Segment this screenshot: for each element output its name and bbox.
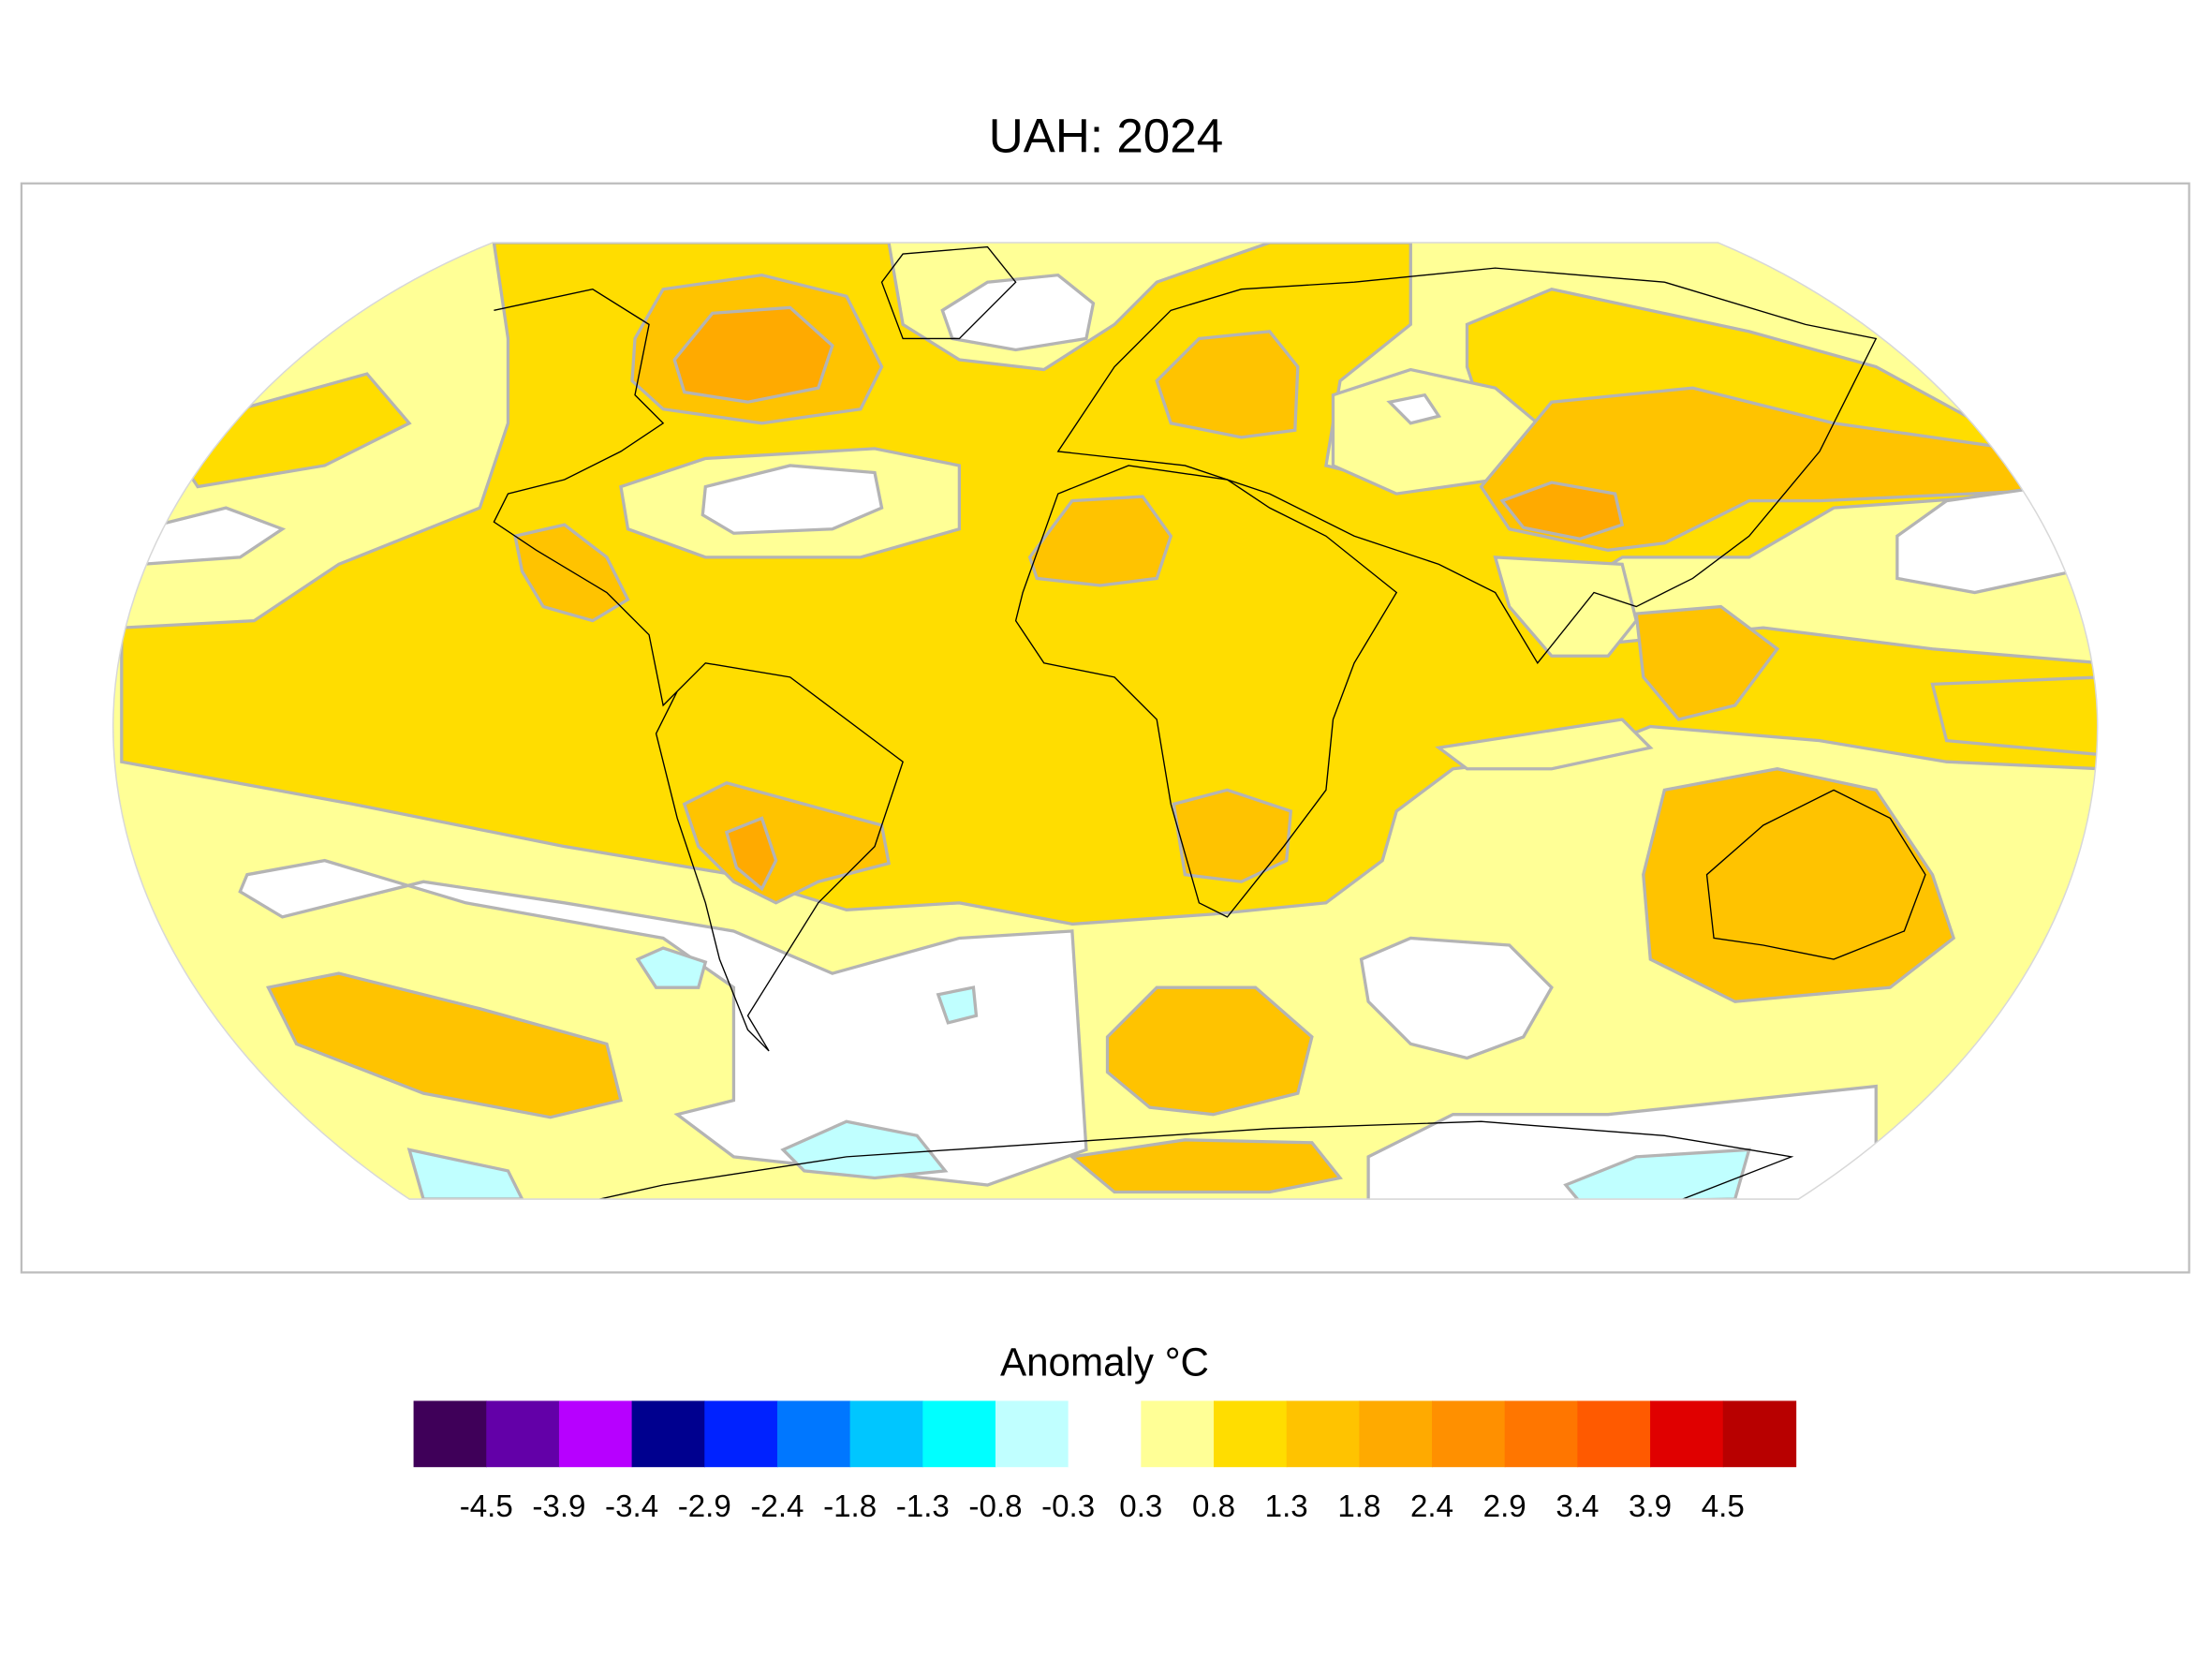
coastlines (493, 245, 1926, 1200)
region-darkorange-canada (672, 305, 834, 404)
region-white-indian-southern (1359, 936, 1554, 1060)
legend-swatch (631, 1400, 706, 1468)
region-orange-sahara (1027, 495, 1173, 587)
legend-swatch (1650, 1400, 1724, 1468)
region-white-siberia (1386, 393, 1442, 425)
region-gold-east-pacific (1930, 675, 2098, 757)
chart-title: UAH: 2024 (989, 110, 1223, 163)
region-cyan-3 (780, 1119, 949, 1180)
legend-swatch (413, 1400, 488, 1468)
legend-tick-label: 0.8 (1192, 1489, 1235, 1524)
legend-swatch (486, 1400, 560, 1468)
region-orange-australia (1642, 767, 1956, 1003)
legend-tick-label: -3.9 (532, 1489, 585, 1524)
legend-swatch (1504, 1400, 1579, 1468)
legend-swatch (1359, 1400, 1433, 1468)
legend-colorbar (413, 1400, 1797, 1468)
legend-tick-label: 4.5 (1702, 1489, 1745, 1524)
legend-tick-label: 3.4 (1556, 1489, 1599, 1524)
legend-tick-label: -0.3 (1041, 1489, 1095, 1524)
legend-swatch (849, 1400, 924, 1468)
region-orange-south-america (682, 781, 891, 905)
region-white-greenland-sea (940, 273, 1096, 352)
legend-swatch (1577, 1400, 1651, 1468)
legend-tick-label: -3.4 (605, 1489, 658, 1524)
legend-swatch (558, 1400, 633, 1468)
legend-swatch (922, 1400, 996, 1468)
region-cyan-2 (936, 985, 979, 1025)
region-orange-southern-africa (1172, 788, 1293, 883)
legend-tick-label: 2.4 (1410, 1489, 1453, 1524)
legend-swatch (1722, 1400, 1797, 1468)
legend-tick-label: -1.8 (823, 1489, 877, 1524)
legend-swatch (1068, 1400, 1143, 1468)
region-white-antarctic (1366, 1084, 1878, 1200)
region-orange-mexico (513, 523, 630, 623)
legend-swatch (704, 1400, 778, 1468)
legend-title: Anomaly °C (1000, 1340, 1209, 1384)
map-outline (112, 242, 2099, 1200)
region-cyan-1 (635, 946, 708, 989)
legend-swatch (1286, 1400, 1361, 1468)
legend-tick-label: 0.3 (1119, 1489, 1162, 1524)
legend-tick-label: 2.9 (1483, 1489, 1526, 1524)
legend-tick-label: -1.3 (896, 1489, 950, 1524)
region-light-indian-ocean (1435, 718, 1654, 771)
region-darkorange-south-america (724, 816, 778, 892)
legend-swatch (1141, 1400, 1215, 1468)
legend-tick-label: 1.8 (1337, 1489, 1380, 1524)
region-orange-maritime (1634, 604, 1780, 721)
legend-swatch (776, 1400, 851, 1468)
anomaly-map (112, 243, 2098, 1200)
region-orange-antarctic-coast (1068, 1138, 1343, 1194)
legend-tick-label: 3.9 (1629, 1489, 1672, 1524)
region-darkorange-tibet (1499, 481, 1625, 541)
region-cyan-4 (1563, 1148, 1751, 1200)
legend-swatch (1432, 1400, 1506, 1468)
legend-tick-label: -2.4 (750, 1489, 804, 1524)
legend-swatch (995, 1400, 1069, 1468)
legend-tick-labels: -4.5 -3.9 -3.4 -2.9 -2.4 -1.8 -1.3 -0.8 -0.3 0.3 0… (460, 1489, 1745, 1524)
region-orange-south-atlantic (1105, 985, 1314, 1117)
region-white-north-atlantic (700, 464, 884, 535)
legend-tick-label: 1.3 (1265, 1489, 1308, 1524)
legend-tick-label: -2.9 (678, 1489, 731, 1524)
legend-tick-label: -0.8 (968, 1489, 1022, 1524)
region-cyan-5 (406, 1148, 525, 1200)
region-light-india (1493, 555, 1639, 658)
region-orange-south-pacific (266, 971, 623, 1119)
region-white-southern-ocean (238, 858, 1088, 1187)
region-orange-europe (1155, 330, 1300, 439)
legend-swatch (1214, 1400, 1288, 1468)
legend-tick-label: -4.5 (460, 1489, 513, 1524)
